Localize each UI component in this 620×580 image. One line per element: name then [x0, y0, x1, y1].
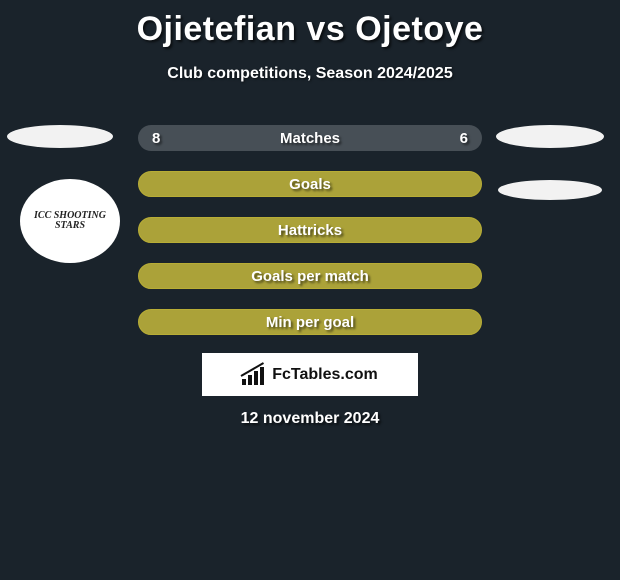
stat-right-matches: 6 [460, 130, 468, 147]
club-badge-left-text: ICC SHOOTING STARS [20, 211, 120, 232]
stat-label-gpm: Goals per match [251, 268, 369, 285]
page-subtitle: Club competitions, Season 2024/2025 [0, 65, 620, 83]
page-title: Ojietefian vs Ojetoye [0, 0, 620, 49]
club-badge-left: ICC SHOOTING STARS [20, 179, 120, 263]
stat-label-matches: Matches [280, 130, 340, 147]
stat-row-mpg: Min per goal [138, 309, 482, 335]
stat-left-matches: 8 [152, 130, 160, 147]
ellipse-top-left [7, 125, 113, 148]
brand-text: FcTables.com [272, 366, 378, 384]
stat-label-goals: Goals [289, 176, 331, 193]
stat-label-mpg: Min per goal [266, 314, 354, 331]
ellipse-top-right [496, 125, 604, 148]
brand-chart-icon [242, 365, 266, 385]
canvas: Ojietefian vs Ojetoye Club competitions,… [0, 0, 620, 580]
stat-row-hattricks: Hattricks [138, 217, 482, 243]
stat-row-gpm: Goals per match [138, 263, 482, 289]
date-text: 12 november 2024 [0, 410, 620, 428]
stat-label-hattricks: Hattricks [278, 222, 342, 239]
brand-box: FcTables.com [202, 353, 418, 396]
stat-row-goals: Goals [138, 171, 482, 197]
ellipse-mid-right [498, 180, 602, 200]
stat-row-matches: 8 Matches 6 [138, 125, 482, 151]
